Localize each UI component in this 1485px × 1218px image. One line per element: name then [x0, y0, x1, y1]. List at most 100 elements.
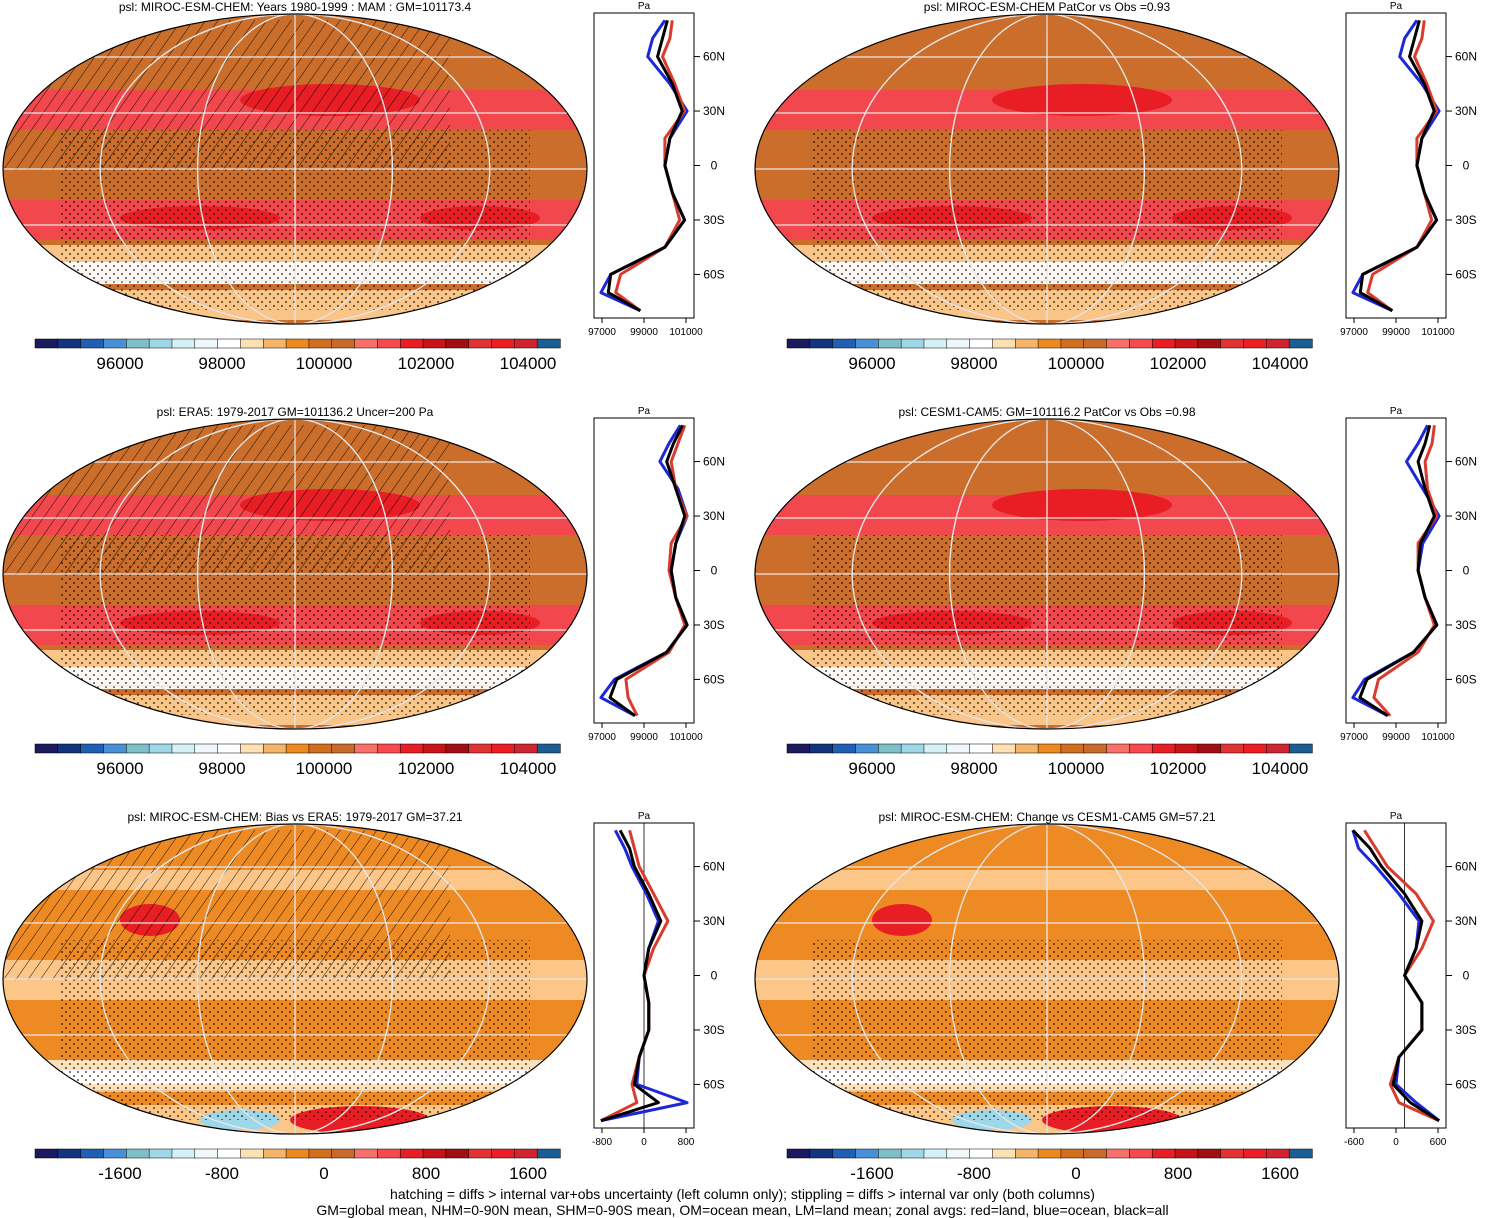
colorbar-cell [399, 1148, 424, 1159]
zonal-unit: Pa [638, 1, 651, 12]
colorbar-cell [491, 743, 515, 754]
colorbar-cell [1288, 338, 1313, 349]
colorbar-tick-label: 102000 [398, 354, 455, 373]
colorbar-cell [148, 1148, 173, 1159]
zonal-lat-label: 0 [711, 159, 718, 173]
colorbar-cell [240, 1148, 264, 1159]
colorbar-cell [514, 743, 538, 754]
colorbar-cell [1266, 338, 1290, 349]
colorbar-cell [445, 1148, 470, 1159]
colorbar-cell [1037, 338, 1062, 349]
colorbar-cell [377, 1148, 401, 1159]
colorbar-tick-label: 104000 [1252, 354, 1309, 373]
colorbar-cell [194, 1148, 219, 1159]
zonal-lat-label: 60N [1455, 455, 1477, 469]
colorbar-cell [1129, 338, 1153, 349]
colorbar-tick-label: 100000 [1048, 354, 1105, 373]
zonal-line-land [624, 424, 689, 717]
colorbar-cell [126, 743, 150, 754]
zonal-lat-label: 0 [711, 969, 718, 983]
colorbar-cell [57, 1148, 82, 1159]
colorbar-cell [308, 338, 333, 349]
colorbar-cell [126, 1148, 150, 1159]
colorbar-tick-label: 96000 [96, 759, 143, 778]
zonal-unit: Pa [1390, 1, 1403, 12]
zonal-lat-label: 30N [1455, 104, 1477, 118]
colorbar-cell [422, 1148, 447, 1159]
colorbar-cell [57, 338, 82, 349]
colorbar-cell [786, 338, 811, 349]
colorbar-cell [809, 743, 834, 754]
colorbar-cell [217, 1148, 242, 1159]
zonal-x-label: -800 [592, 1137, 612, 1148]
colorbar-tick-label: 98000 [198, 759, 245, 778]
zonal-lat-label: 30S [1455, 1023, 1476, 1037]
zonal-lat-label: 30N [1455, 509, 1477, 523]
zonal-line-all [608, 424, 689, 717]
colorbar-cell [786, 743, 811, 754]
colorbar-cell [1083, 1148, 1108, 1159]
zonal-unit: Pa [1390, 811, 1403, 822]
colorbar-cell [946, 743, 971, 754]
colorbar-cell [468, 1148, 493, 1159]
colorbar-cell [80, 743, 105, 754]
colorbar-cell [992, 338, 1016, 349]
colorbar-cell [1174, 338, 1199, 349]
zonal-lat-label: 60N [1455, 860, 1477, 874]
colorbar-cell [1288, 743, 1313, 754]
zonal-lat-label: 60N [703, 860, 725, 874]
colorbar-cell [57, 743, 82, 754]
colorbar-tick-label: 104000 [500, 759, 557, 778]
zonal-lat-label: 60N [703, 50, 725, 64]
colorbar-cell [1129, 1148, 1153, 1159]
zonal-frame [1345, 417, 1447, 724]
zonal-x-label: 97000 [588, 732, 616, 743]
colorbar-cell [285, 338, 310, 349]
colorbar-cell [103, 743, 127, 754]
colorbar-cell [354, 1148, 379, 1159]
colorbar-cell [1266, 743, 1290, 754]
footer-line-2: GM=global mean, NHM=0-90N mean, SHM=0-90… [316, 1202, 1169, 1218]
panel-title: psl: MIROC-ESM-CHEM PatCor vs Obs =0.93 [924, 0, 1171, 14]
colorbar-cell [1243, 1148, 1267, 1159]
colorbar-cell [969, 1148, 994, 1159]
colorbar-tick-label: 104000 [1252, 759, 1309, 778]
colorbar-cell [536, 338, 561, 349]
colorbar-cell [855, 743, 879, 754]
zonal-lat-label: 60S [1455, 267, 1476, 281]
panel-p3: psl: ERA5: 1979-2017 GM=101136.2 Uncer=2… [2, 405, 725, 778]
panel-p2: psl: MIROC-ESM-CHEM PatCor vs Obs =0.93 9… [754, 0, 1477, 373]
zonal-line-ocean [1351, 19, 1441, 313]
colorbar-cell [171, 338, 196, 349]
colorbar-tick-label: 800 [412, 1164, 440, 1183]
zonal-line-ocean [599, 19, 689, 313]
colorbar-cell [422, 743, 447, 754]
colorbar-cell [331, 1148, 356, 1159]
colorbar-tick-label: 0 [319, 1164, 328, 1183]
colorbar-cell [1083, 338, 1108, 349]
colorbar-cell [1083, 743, 1108, 754]
colorbar-cell [354, 743, 379, 754]
zonal-unit: Pa [638, 406, 651, 417]
contour-blob [992, 84, 1172, 116]
panel-p4: psl: CESM1-CAM5: GM=101116.2 PatCor vs O… [754, 405, 1477, 778]
colorbar-tick-label: -1600 [850, 1164, 893, 1183]
map-field [3, 824, 587, 1134]
colorbar-cell [1243, 743, 1267, 754]
zonal-line-land [1363, 829, 1440, 1123]
map-field [755, 14, 1339, 324]
colorbar-cell [809, 338, 834, 349]
panel-title: psl: CESM1-CAM5: GM=101116.2 PatCor vs O… [898, 405, 1195, 419]
zonal-line-all [606, 19, 687, 313]
colorbar-cell [1060, 1148, 1085, 1159]
colorbar-cell [1015, 743, 1039, 754]
colorbar-cell [855, 338, 879, 349]
map-field [3, 419, 587, 729]
footer-line-1: hatching = diffs > internal var+obs unce… [390, 1186, 1095, 1202]
zonal-line-all [1351, 829, 1440, 1122]
zonal-lat-label: 60S [703, 1077, 724, 1091]
colorbar-cell [1129, 743, 1153, 754]
panel-p1: psl: MIROC-ESM-CHEM: Years 1980-1999 : M… [2, 0, 725, 373]
colorbar-cell [923, 1148, 948, 1159]
